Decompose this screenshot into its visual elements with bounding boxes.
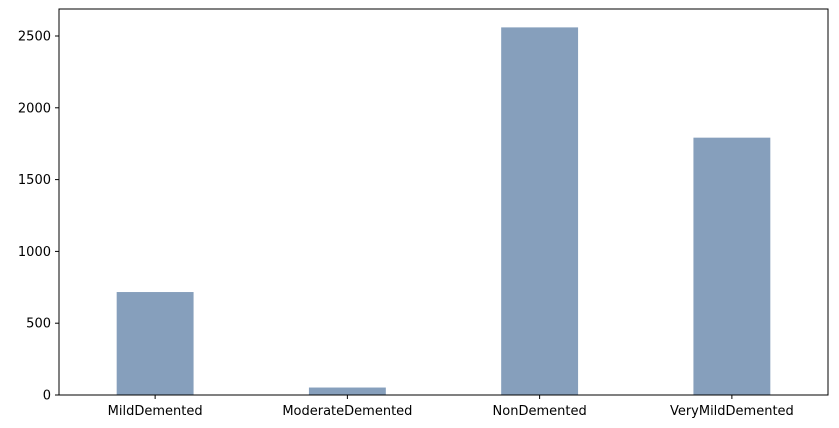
bar-MildDemented	[116, 292, 194, 395]
y-tick-label: 500	[26, 317, 51, 332]
bar-ModerateDemented	[308, 387, 386, 395]
y-tick-label: 0	[43, 389, 51, 404]
x-tick-label: VeryMildDemented	[670, 404, 794, 419]
y-tick-label: 2500	[18, 29, 51, 44]
bar-VeryMildDemented	[693, 137, 771, 395]
y-tick-label: 2000	[18, 101, 51, 116]
bar-NonDemented	[501, 27, 579, 396]
x-axis: MildDemented ModerateDemented NonDemented V…	[108, 395, 794, 419]
x-tick-label: MildDemented	[108, 404, 203, 419]
x-tick-label: ModerateDemented	[282, 404, 412, 419]
bars-group	[116, 27, 771, 396]
y-tick-label: 1500	[18, 173, 51, 188]
x-tick-label: NonDemented	[493, 404, 587, 419]
y-tick-label: 1000	[18, 245, 51, 260]
y-axis: 0 500 1000 1500 2000 2500	[18, 29, 59, 404]
plot-frame	[58, 8, 829, 396]
